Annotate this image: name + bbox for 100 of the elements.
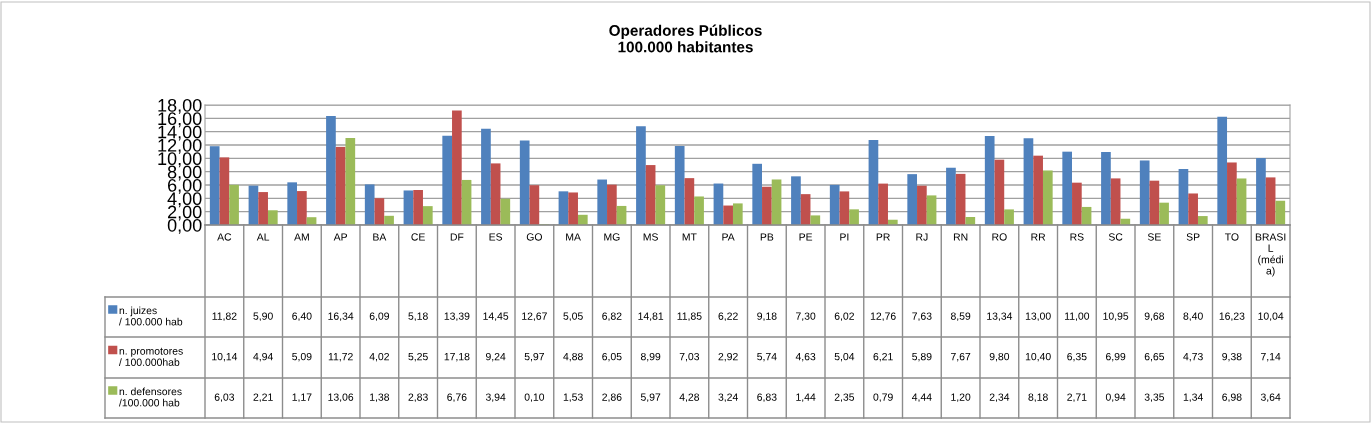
data-label: 6,05 (602, 352, 622, 362)
data-label: 8,99 (640, 352, 661, 362)
data-label: 11,85 (677, 312, 702, 322)
x-tick-label: BA (373, 233, 387, 241)
data-label: 0,79 (873, 393, 893, 403)
data-label: 1,44 (796, 393, 816, 403)
data-label: 4,28 (679, 393, 700, 403)
y-tick-label: 6,00 (168, 178, 202, 194)
data-label: 16,34 (328, 312, 354, 322)
x-tick-label: ES (489, 233, 503, 241)
data-label: 12,76 (870, 312, 896, 322)
data-label: 4,44 (911, 393, 932, 403)
x-tick-label: BRASIL (média) (1255, 233, 1286, 277)
data-label: 1,17 (292, 393, 312, 403)
y-tick-label: 18,00 (158, 98, 202, 114)
data-label: 8,40 (1183, 312, 1203, 322)
x-tick-label: RS (1070, 233, 1084, 241)
data-label: 6,09 (369, 312, 390, 322)
data-label: 13,00 (1025, 312, 1051, 322)
data-label: 10,14 (212, 352, 238, 362)
x-tick-label: MA (566, 233, 581, 241)
data-label: 10,04 (1258, 312, 1284, 322)
data-label: 11,00 (1065, 312, 1090, 322)
data-label: 13,06 (328, 393, 354, 403)
x-tick-label: PE (799, 233, 813, 241)
data-label: 8,59 (950, 312, 971, 322)
data-label: 9,80 (989, 352, 1010, 362)
x-tick-label: RR (1031, 233, 1046, 241)
data-label: 9,18 (757, 312, 777, 322)
data-label: 11,82 (212, 312, 237, 322)
data-label: 13,39 (444, 312, 470, 322)
data-label: 4,73 (1183, 352, 1203, 362)
x-tick-label: RO (992, 233, 1007, 241)
data-label: 2,21 (253, 393, 273, 403)
data-label: 17,18 (444, 352, 470, 362)
data-label: 7,14 (1261, 353, 1281, 362)
data-label: 0,94 (1105, 393, 1126, 403)
data-label: 10,95 (1103, 312, 1129, 322)
data-label: 16,23 (1219, 312, 1245, 322)
data-label: 1,53 (563, 393, 583, 403)
data-label: 5,25 (408, 352, 428, 362)
x-tick-label: MS (643, 233, 658, 241)
data-label: 6,02 (834, 312, 854, 322)
legend-label: n. defensores /100.000 hab (118, 387, 182, 407)
data-label: 8,18 (1028, 393, 1048, 403)
data-label: 2,83 (408, 393, 428, 403)
x-tick-label: SP (1186, 233, 1200, 241)
data-label: 3,94 (485, 393, 506, 403)
data-label: 5,18 (408, 312, 428, 322)
data-label: 5,97 (640, 393, 661, 403)
data-label: 4,88 (563, 352, 583, 362)
data-label: 6,40 (292, 312, 312, 322)
data-label: 5,05 (563, 312, 583, 322)
data-label: 5,09 (292, 352, 312, 362)
data-label: 9,24 (485, 352, 506, 362)
data-label: 6,99 (1106, 352, 1126, 362)
x-tick-label: PI (840, 233, 849, 241)
data-label: 3,64 (1260, 393, 1281, 403)
data-label: 14,45 (483, 312, 509, 322)
data-label: 6,22 (718, 312, 738, 322)
x-tick-label: RN (953, 233, 968, 241)
data-label: 12,67 (522, 312, 547, 322)
x-tick-label: SC (1108, 233, 1123, 241)
chart-title: Operadores Públicos 100.000 habitantes (609, 24, 762, 53)
data-label: 9,38 (1222, 352, 1242, 362)
x-tick-label: PB (760, 233, 774, 241)
x-tick-label: AP (333, 233, 348, 241)
y-tick-label: 0,00 (167, 218, 202, 234)
data-label: 3,35 (1144, 393, 1165, 403)
data-label: 6,65 (1144, 352, 1165, 362)
data-label: 6,76 (447, 393, 467, 403)
data-label: 4,94 (253, 352, 273, 362)
data-label: 4,02 (369, 352, 389, 362)
x-tick-label: GO (526, 233, 542, 241)
data-label: 4,63 (795, 352, 816, 362)
data-label: 9,68 (1144, 312, 1165, 322)
x-tick-label: CE (411, 233, 425, 241)
x-tick-label: DF (450, 233, 464, 241)
data-label: 7,63 (912, 312, 932, 322)
legend-label: n. juizes / 100.000 hab (118, 306, 183, 326)
x-tick-label: AL (256, 233, 270, 241)
data-label: 2,92 (718, 352, 738, 362)
data-label: 2,86 (602, 393, 622, 403)
data-label: 11,72 (328, 352, 353, 362)
x-tick-label: PA (722, 233, 735, 241)
data-label: 7,30 (796, 312, 816, 322)
data-label: 2,71 (1067, 393, 1087, 403)
data-label: 1,34 (1183, 393, 1203, 403)
data-label: 6,35 (1067, 352, 1087, 362)
data-label: 1,20 (951, 393, 971, 403)
data-label: 6,03 (214, 393, 235, 403)
data-label: 6,82 (602, 312, 622, 322)
data-label: 1,38 (370, 393, 390, 403)
data-label: 6,83 (757, 393, 777, 403)
data-label: 7,03 (679, 352, 700, 362)
y-tick-label: 12,00 (158, 138, 202, 154)
data-label: 5,74 (757, 353, 777, 362)
data-label: 0,10 (524, 393, 545, 403)
x-tick-label: AM (294, 233, 309, 241)
x-tick-label: MT (682, 233, 697, 241)
